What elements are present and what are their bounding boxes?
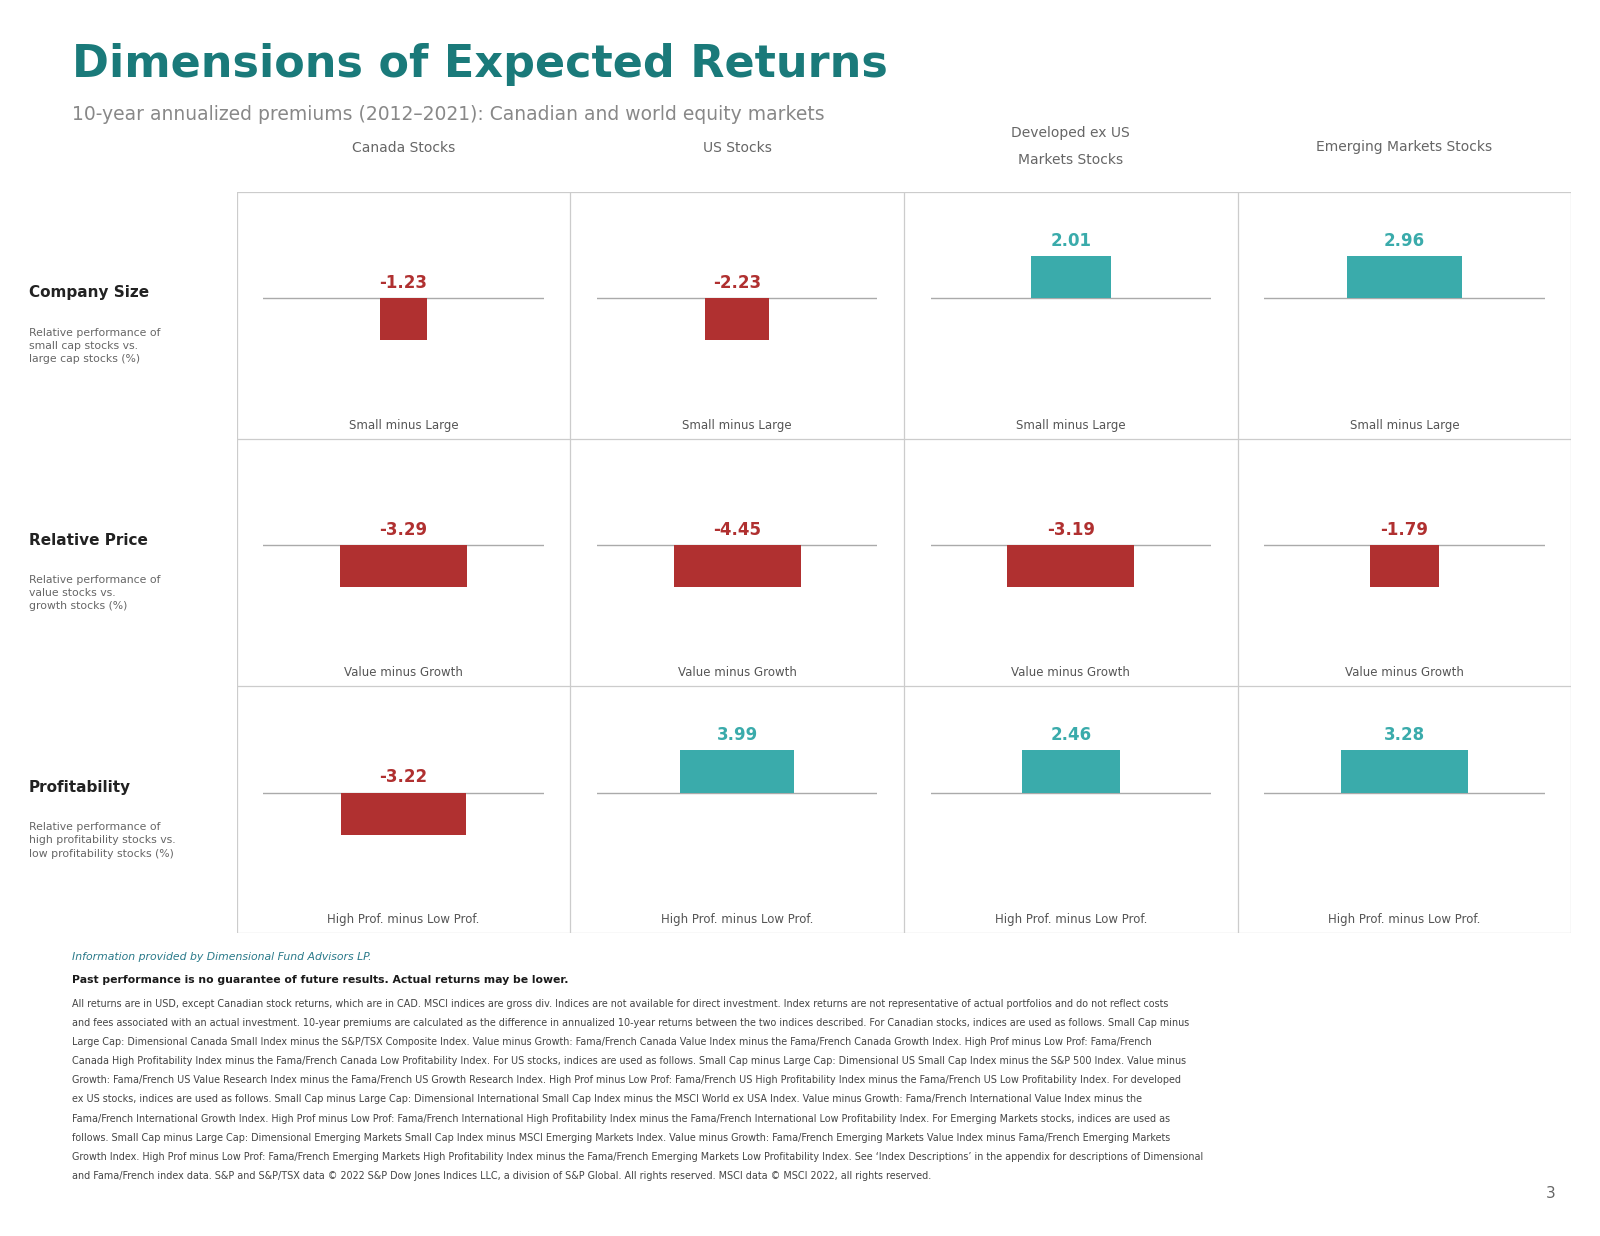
Text: Developed ex US: Developed ex US [1011, 126, 1130, 140]
Text: and fees associated with an actual investment. 10-year premiums are calculated a: and fees associated with an actual inves… [72, 1018, 1189, 1028]
Text: -3.19: -3.19 [1046, 522, 1094, 539]
Text: and Fama/French index data. S&P and S&P/TSX data © 2022 S&P Dow Jones Indices LL: and Fama/French index data. S&P and S&P/… [72, 1172, 931, 1182]
Text: Information provided by Dimensional Fund Advisors LP.: Information provided by Dimensional Fund… [72, 952, 371, 962]
Text: Value minus Growth: Value minus Growth [678, 666, 797, 679]
Bar [341, 792, 466, 834]
Bar [674, 545, 802, 587]
Text: Value minus Growth: Value minus Growth [1346, 666, 1464, 679]
Bar [1030, 256, 1110, 298]
Text: High Prof. minus Low Prof.: High Prof. minus Low Prof. [995, 913, 1147, 926]
Text: -4.45: -4.45 [714, 522, 762, 539]
Text: Emerging Markets Stocks: Emerging Markets Stocks [1317, 141, 1493, 154]
Text: Small minus Large: Small minus Large [349, 419, 459, 431]
Text: -2.23: -2.23 [714, 274, 762, 292]
Bar [1347, 256, 1462, 298]
Text: 2.96: 2.96 [1384, 232, 1426, 250]
Text: High Prof. minus Low Prof.: High Prof. minus Low Prof. [1328, 913, 1480, 926]
Text: 3: 3 [1546, 1187, 1555, 1201]
Text: follows. Small Cap minus Large Cap: Dimensional Emerging Markets Small Cap Index: follows. Small Cap minus Large Cap: Dime… [72, 1133, 1170, 1143]
Text: 10-year annualized premiums (2012–2021): Canadian and world equity markets: 10-year annualized premiums (2012–2021):… [72, 105, 824, 124]
Text: Relative Price: Relative Price [29, 533, 147, 548]
Text: Growth Index. High Prof minus Low Prof: Fama/French Emerging Markets High Profit: Growth Index. High Prof minus Low Prof: … [72, 1152, 1203, 1162]
Bar [706, 298, 770, 340]
Text: Canada High Profitability Index minus the Fama/French Canada Low Profitability I: Canada High Profitability Index minus th… [72, 1056, 1186, 1067]
Bar [339, 545, 467, 587]
Text: 2.46: 2.46 [1050, 727, 1091, 744]
Text: Fama/French International Growth Index. High Prof minus Low Prof: Fama/French In: Fama/French International Growth Index. … [72, 1114, 1170, 1124]
Text: Growth: Fama/French US Value Research Index minus the Fama/French US Growth Rese: Growth: Fama/French US Value Research In… [72, 1075, 1181, 1085]
Text: Relative performance of
small cap stocks vs.
large cap stocks (%): Relative performance of small cap stocks… [29, 328, 160, 365]
Text: US Stocks: US Stocks [702, 141, 771, 154]
Text: Relative performance of
high profitability stocks vs.
low profitability stocks (: Relative performance of high profitabili… [29, 822, 176, 859]
Text: High Prof. minus Low Prof.: High Prof. minus Low Prof. [328, 913, 480, 926]
Text: Dimensions of Expected Returns: Dimensions of Expected Returns [72, 43, 888, 87]
Text: ex US stocks, indices are used as follows. Small Cap minus Large Cap: Dimensiona: ex US stocks, indices are used as follow… [72, 1095, 1142, 1105]
Text: -3.29: -3.29 [379, 522, 427, 539]
Bar [1022, 750, 1120, 792]
Text: Canada Stocks: Canada Stocks [352, 141, 456, 154]
Text: -1.23: -1.23 [379, 274, 427, 292]
Bar [1341, 750, 1469, 792]
Bar [1006, 545, 1134, 587]
Text: High Prof. minus Low Prof.: High Prof. minus Low Prof. [661, 913, 813, 926]
Bar [379, 298, 427, 340]
Text: Large Cap: Dimensional Canada Small Index minus the S&P/TSX Composite Index. Val: Large Cap: Dimensional Canada Small Inde… [72, 1037, 1152, 1047]
Text: Small minus Large: Small minus Large [1016, 419, 1126, 431]
Text: Past performance is no guarantee of future results. Actual returns may be lower.: Past performance is no guarantee of futu… [72, 975, 568, 985]
Text: Value minus Growth: Value minus Growth [344, 666, 462, 679]
Text: All returns are in USD, except Canadian stock returns, which are in CAD. MSCI in: All returns are in USD, except Canadian … [72, 999, 1168, 1009]
Text: Markets Stocks: Markets Stocks [1018, 153, 1123, 167]
Text: -1.79: -1.79 [1381, 522, 1429, 539]
Text: 3.28: 3.28 [1384, 727, 1426, 744]
Text: Small minus Large: Small minus Large [1349, 419, 1459, 431]
Text: Value minus Growth: Value minus Growth [1011, 666, 1130, 679]
Text: -3.22: -3.22 [379, 769, 427, 786]
Text: 3.99: 3.99 [717, 727, 758, 744]
Text: Company Size: Company Size [29, 286, 149, 300]
Bar [1370, 545, 1438, 587]
Text: Small minus Large: Small minus Large [682, 419, 792, 431]
Bar [680, 750, 794, 792]
Text: Relative performance of
value stocks vs.
growth stocks (%): Relative performance of value stocks vs.… [29, 575, 160, 612]
Text: 2.01: 2.01 [1050, 232, 1091, 250]
Text: Profitability: Profitability [29, 780, 131, 795]
